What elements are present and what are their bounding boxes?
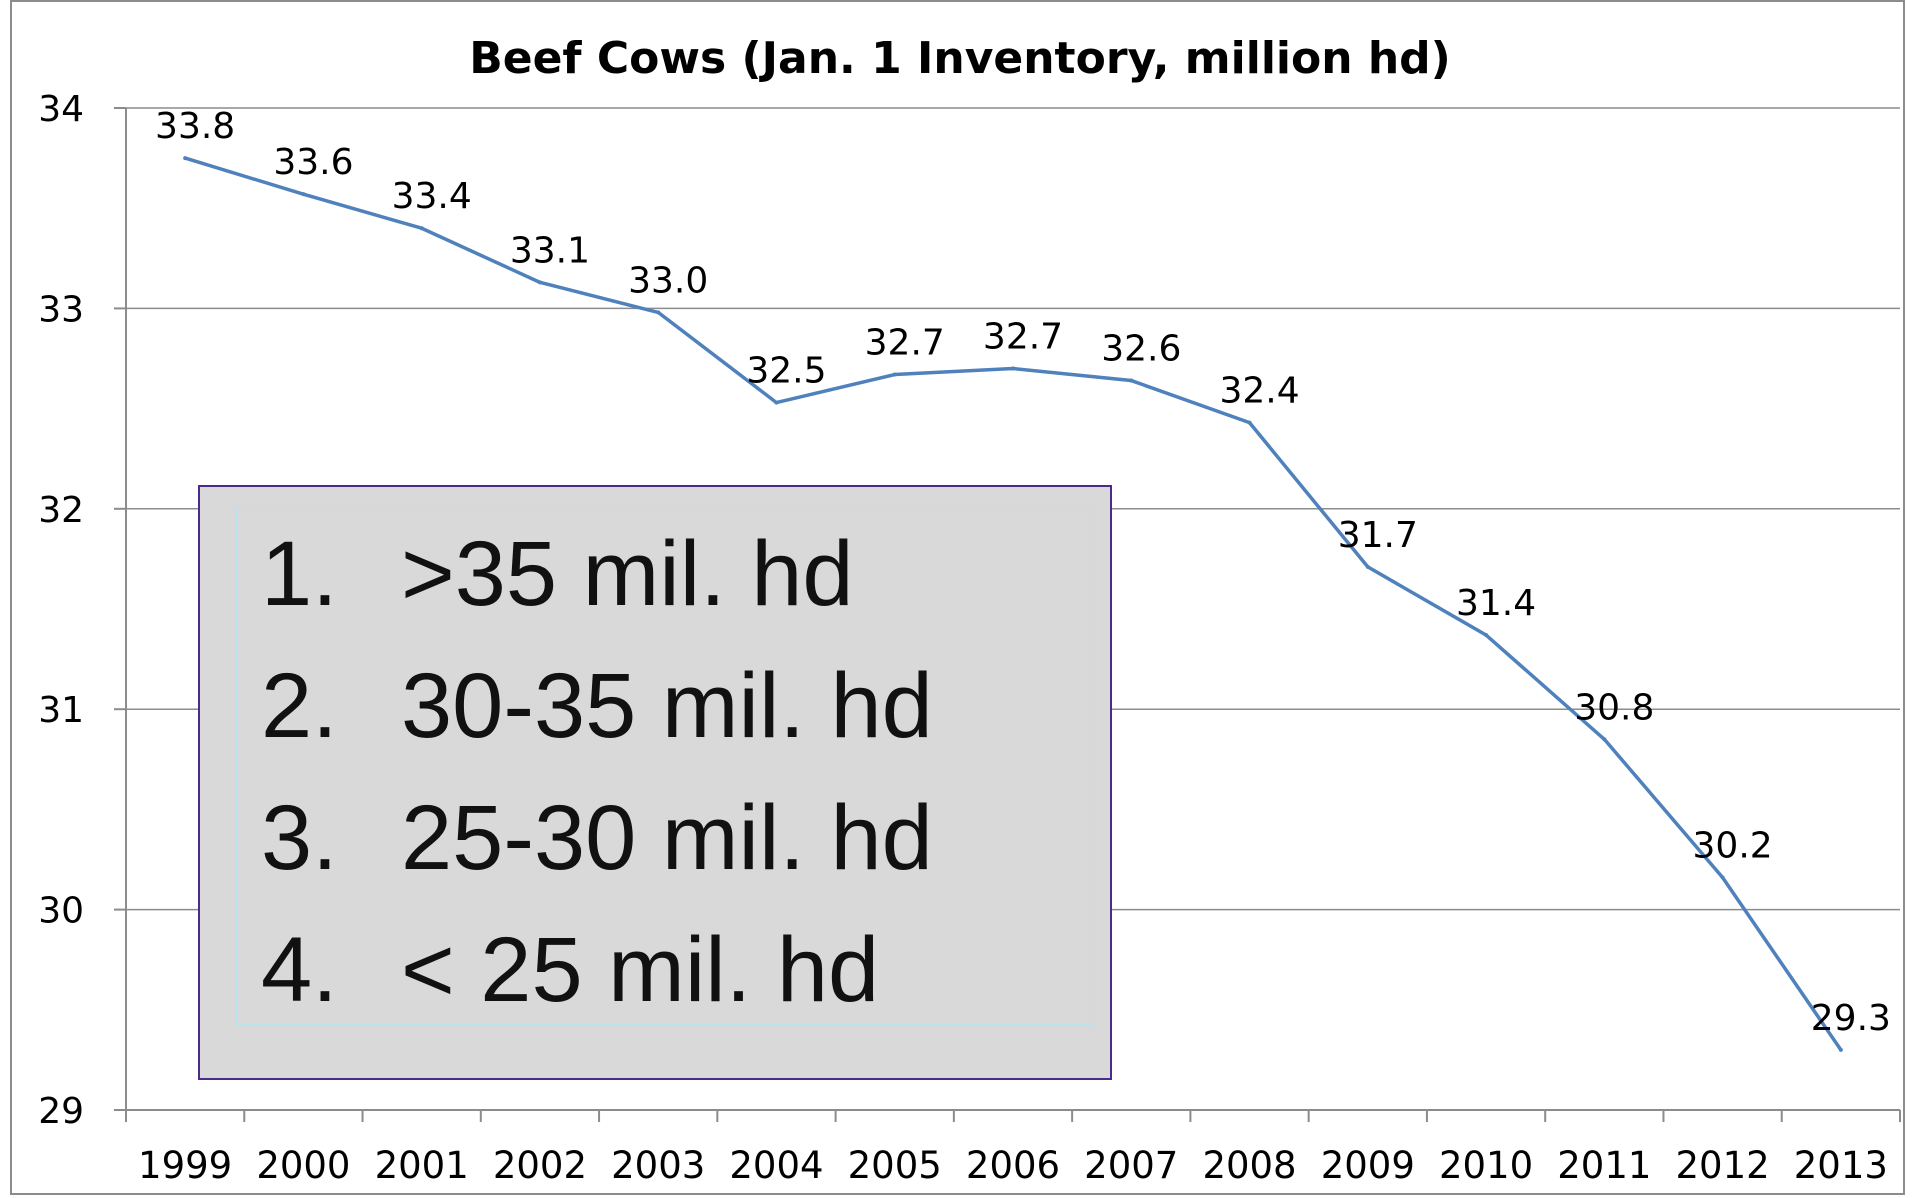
x-tick-label: 2002 (493, 1144, 587, 1187)
data-point (1484, 633, 1489, 638)
answer-choice-2[interactable]: 2. 30-35 mil. hd (261, 660, 933, 752)
x-tick-label: 2011 (1557, 1144, 1651, 1187)
data-label: 33.0 (628, 260, 708, 301)
y-tick-label: 34 (38, 89, 84, 130)
data-label: 33.1 (510, 230, 590, 271)
data-point (1129, 378, 1134, 383)
choice-text: 25-30 mil. hd (401, 787, 933, 889)
data-label: 32.7 (983, 317, 1063, 358)
choice-text: 30-35 mil. hd (401, 655, 933, 757)
answer-choices-box: 1. >35 mil. hd 2. 30-35 mil. hd 3. 25-30 mi… (198, 485, 1112, 1080)
data-label: 32.4 (1219, 371, 1299, 412)
data-point (1365, 564, 1370, 569)
y-tick-label: 33 (38, 289, 84, 330)
data-label: 29.3 (1811, 998, 1891, 1039)
data-label: 30.8 (1574, 687, 1654, 728)
x-tick-label: 2012 (1676, 1144, 1770, 1187)
x-tick-label: 2010 (1439, 1144, 1533, 1187)
x-tick-label: 2004 (729, 1144, 823, 1187)
data-label: 33.8 (155, 106, 235, 147)
answer-choice-3[interactable]: 3. 25-30 mil. hd (261, 792, 933, 884)
data-label: 33.6 (273, 142, 353, 183)
data-point (774, 400, 779, 405)
axes: 29 30 31 32 33 34 1999 2000 2001 2002 2003 2004 2005… (38, 89, 1901, 1187)
data-point (1602, 737, 1607, 742)
choice-number: 3. (261, 787, 338, 889)
x-tick-label: 2007 (1084, 1144, 1178, 1187)
y-tick-label: 31 (38, 690, 84, 731)
data-point (537, 280, 542, 285)
choice-number: 1. (261, 523, 338, 625)
data-labels: 33.8 33.6 33.4 33.1 33.0 32.5 32.7 32.7 32.6 32.4… (155, 106, 1891, 1039)
data-point (1838, 1047, 1843, 1052)
y-tick-label: 30 (38, 891, 84, 932)
answer-choice-4[interactable]: 4. < 25 mil. hd (261, 924, 879, 1016)
data-label: 31.4 (1456, 583, 1536, 624)
choice-text: >35 mil. hd (401, 523, 854, 625)
x-tick-label: 2000 (256, 1144, 350, 1187)
x-tick-label: 2006 (966, 1144, 1060, 1187)
choice-number: 2. (261, 655, 338, 757)
series-layer (183, 156, 1843, 1052)
x-tick-label: 2001 (375, 1144, 469, 1187)
data-label: 30.2 (1693, 826, 1773, 867)
x-tick-label: 2013 (1794, 1144, 1888, 1187)
answer-choices-inner: 1. >35 mil. hd 2. 30-35 mil. hd 3. 25-30 mi… (236, 505, 1094, 1025)
y-tick-label: 32 (38, 490, 84, 531)
x-tick-label: 2005 (848, 1144, 942, 1187)
y-tick-label: 29 (38, 1091, 84, 1132)
data-label: 33.4 (392, 176, 472, 217)
choice-text: < 25 mil. hd (401, 919, 880, 1021)
x-tick-label: 2009 (1321, 1144, 1415, 1187)
data-point (183, 156, 188, 161)
data-label: 31.7 (1338, 515, 1418, 556)
x-tick-label: 2008 (1202, 1144, 1296, 1187)
data-label: 32.7 (865, 323, 945, 364)
x-tick-label: 1999 (138, 1144, 232, 1187)
choice-number: 4. (261, 919, 338, 1021)
data-point (1011, 366, 1015, 371)
data-label: 32.5 (746, 351, 826, 392)
chart-title: Beef Cows (Jan. 1 Inventory, million hd) (469, 33, 1451, 84)
answer-choice-1[interactable]: 1. >35 mil. hd (261, 528, 854, 620)
data-label: 32.6 (1101, 329, 1181, 370)
data-point (1247, 420, 1252, 425)
data-point (301, 192, 306, 197)
data-point (892, 372, 897, 377)
data-point (1720, 875, 1725, 880)
data-point (656, 310, 661, 315)
x-tick-label: 2003 (611, 1144, 705, 1187)
data-point (419, 226, 424, 231)
